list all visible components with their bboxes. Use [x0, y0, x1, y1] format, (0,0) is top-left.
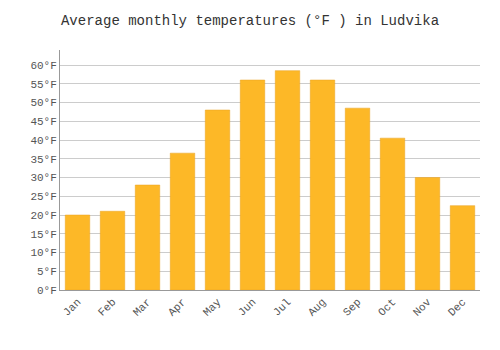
svg-text:60°F: 60°F [30, 60, 56, 72]
svg-text:Mar: Mar [131, 296, 153, 318]
svg-text:55°F: 55°F [30, 79, 56, 91]
svg-text:Apr: Apr [166, 296, 188, 318]
svg-text:Jul: Jul [271, 296, 293, 318]
svg-text:40°F: 40°F [30, 135, 56, 147]
svg-text:0°F: 0°F [37, 285, 57, 297]
svg-text:30°F: 30°F [30, 172, 56, 184]
svg-text:35°F: 35°F [30, 154, 56, 166]
svg-text:5°F: 5°F [37, 266, 57, 278]
svg-text:45°F: 45°F [30, 116, 56, 128]
svg-text:20°F: 20°F [30, 210, 56, 222]
svg-text:Jun: Jun [236, 296, 258, 318]
svg-text:Jan: Jan [61, 296, 83, 318]
svg-text:Sep: Sep [341, 296, 363, 318]
svg-text:15°F: 15°F [30, 229, 56, 241]
svg-text:Feb: Feb [96, 296, 118, 318]
svg-text:10°F: 10°F [30, 247, 56, 259]
svg-text:50°F: 50°F [30, 97, 56, 109]
svg-text:Average monthly temperatures (: Average monthly temperatures (°F ) in Lu… [61, 13, 439, 29]
svg-text:Oct: Oct [376, 296, 398, 318]
svg-text:Nov: Nov [411, 296, 434, 319]
svg-text:Dec: Dec [446, 296, 468, 318]
svg-text:May: May [201, 296, 224, 319]
svg-text:25°F: 25°F [30, 191, 56, 203]
svg-text:Aug: Aug [306, 296, 328, 318]
